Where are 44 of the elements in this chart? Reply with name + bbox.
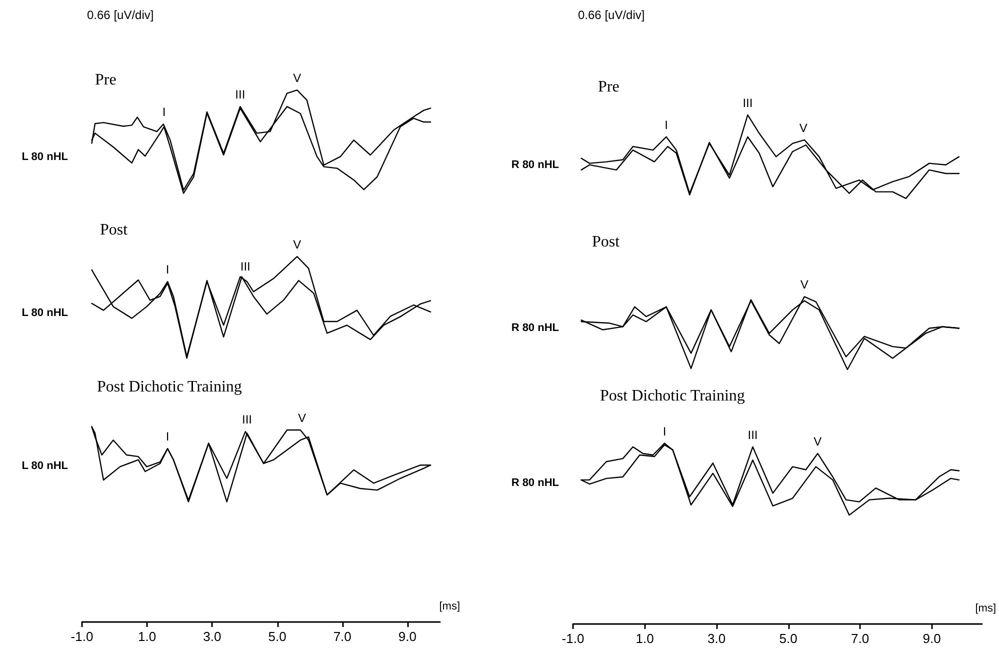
annotation: V <box>800 278 808 292</box>
annotation: III <box>240 259 250 274</box>
x-tick-label: -1.0 <box>70 629 94 644</box>
text: Pre <box>95 72 116 88</box>
x-tick-label: 1.0 <box>138 629 156 644</box>
annotation: Post <box>100 222 128 238</box>
annotation: V <box>814 434 822 448</box>
x-tick-label: 7.0 <box>333 629 352 644</box>
y-axis-title: 0.66 [uV/div] <box>87 8 154 22</box>
x-tick-label: 5.0 <box>268 629 286 644</box>
annotation: I <box>162 105 166 120</box>
text: R 80 nHL <box>511 477 560 489</box>
annotation: I <box>166 262 170 277</box>
annotation: III <box>748 428 758 442</box>
x-tick-label: 3.0 <box>203 629 222 644</box>
x-tick-label: 9.0 <box>922 631 941 646</box>
annotation: I <box>662 424 666 438</box>
text: Pre <box>598 78 620 96</box>
x-axis-title: [ms] <box>975 602 996 614</box>
x-tick-label: -1.0 <box>562 631 584 646</box>
annotation: V <box>298 410 306 425</box>
annotation: V <box>293 71 302 86</box>
annotation: V <box>799 120 808 135</box>
text: R 80 nHL <box>511 322 560 334</box>
text: L 80 nHL <box>22 151 68 163</box>
text: L 80 nHL <box>22 460 68 472</box>
annotation: Post Dichotic Training <box>97 378 242 396</box>
annotation: V <box>293 238 302 252</box>
annotation: I <box>664 118 668 132</box>
annotation: III <box>742 96 753 110</box>
annotation: I <box>166 430 170 444</box>
x-tick-label: 3.0 <box>707 631 726 646</box>
text: L 80 nHL <box>22 307 68 319</box>
annotation: Post Dichotic Training <box>600 388 745 404</box>
x-tick-label: 7.0 <box>850 631 870 646</box>
y-axis-title: 0.66 [uV/div] <box>578 8 645 22</box>
annotation: III <box>242 412 252 427</box>
x-axis-title: [ms] <box>439 600 460 612</box>
text: R 80 nHL <box>511 159 560 171</box>
x-tick-label: 9.0 <box>398 629 416 644</box>
x-tick-label: 1.0 <box>636 631 654 646</box>
x-tick-label: 5.0 <box>779 631 798 646</box>
annotation: III <box>235 88 246 102</box>
annotation: Post <box>592 234 620 250</box>
